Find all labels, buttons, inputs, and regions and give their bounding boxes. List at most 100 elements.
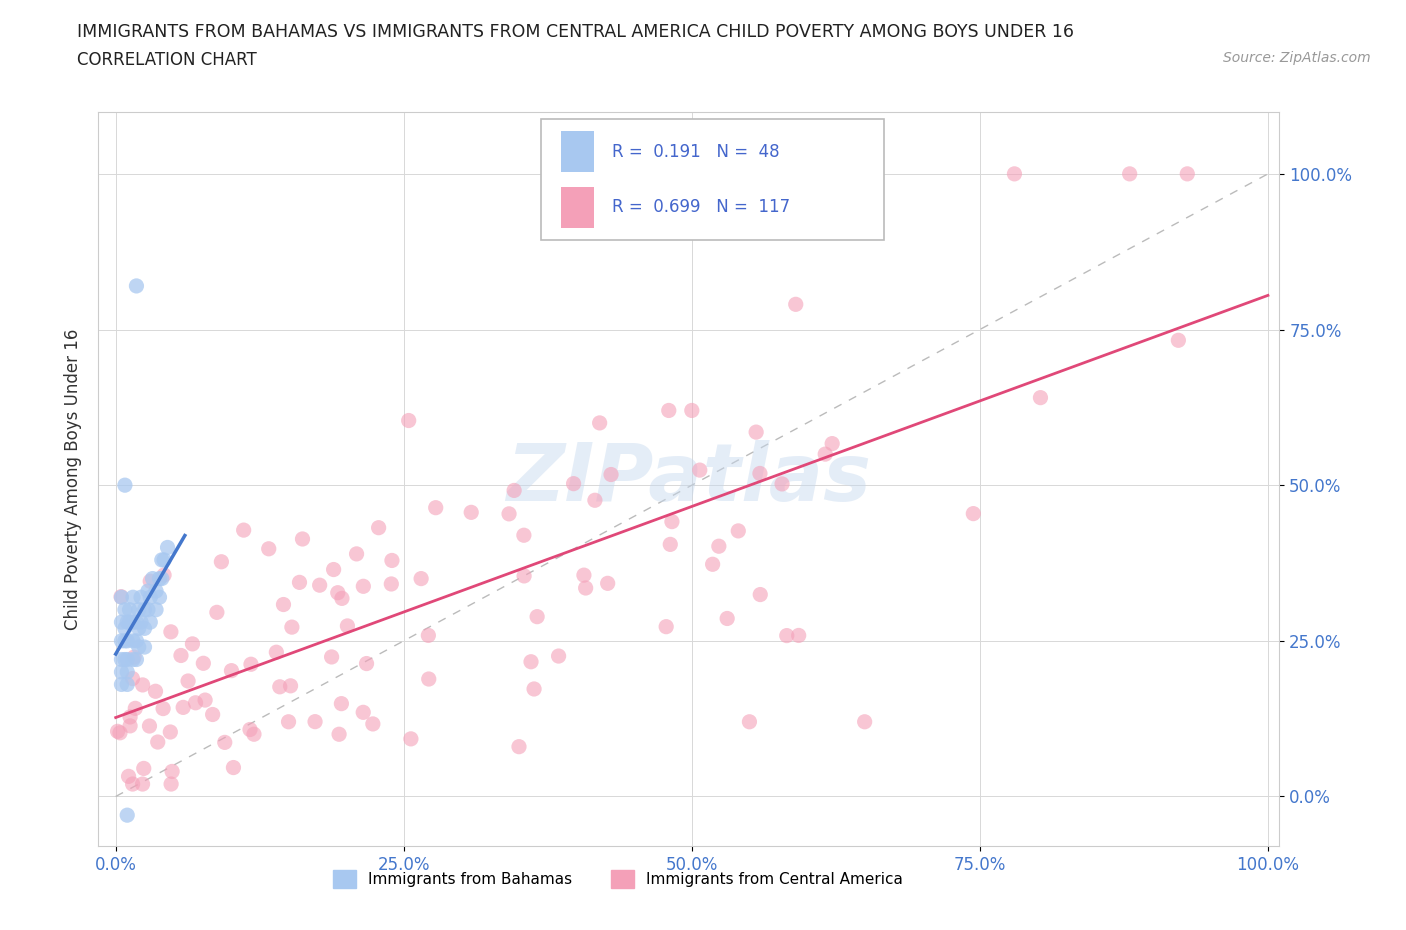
Point xyxy=(148,590,170,604)
Point xyxy=(266,644,288,659)
Text: R =  0.191   N =  48: R = 0.191 N = 48 xyxy=(612,142,780,161)
Point xyxy=(136,584,159,599)
Point xyxy=(770,476,793,491)
Point xyxy=(853,714,876,729)
Point xyxy=(661,514,683,529)
Point xyxy=(131,777,153,791)
Point xyxy=(172,700,194,715)
Point xyxy=(145,584,167,599)
Point xyxy=(425,500,447,515)
Point xyxy=(232,523,254,538)
Point xyxy=(418,628,440,643)
Y-axis label: Child Poverty Among Boys Under 16: Child Poverty Among Boys Under 16 xyxy=(63,328,82,630)
Point xyxy=(122,650,145,665)
Point xyxy=(132,761,155,776)
Text: ZIPatlas: ZIPatlas xyxy=(506,440,872,518)
Point xyxy=(330,591,353,605)
Point xyxy=(145,603,167,618)
Point xyxy=(367,520,389,535)
Point xyxy=(380,577,402,591)
Point xyxy=(214,735,236,750)
Point xyxy=(1118,166,1140,181)
Point xyxy=(152,701,174,716)
Point xyxy=(150,552,173,567)
Point xyxy=(122,590,145,604)
Point xyxy=(523,682,546,697)
Point xyxy=(110,615,132,630)
Point xyxy=(115,808,138,823)
Point xyxy=(596,576,619,591)
Point xyxy=(269,679,291,694)
Point xyxy=(352,705,374,720)
Point xyxy=(129,615,152,630)
Point xyxy=(291,532,314,547)
Point xyxy=(221,663,243,678)
Point xyxy=(503,483,526,498)
Point xyxy=(134,621,156,636)
Point xyxy=(115,677,138,692)
Point xyxy=(118,615,141,630)
Point xyxy=(821,436,844,451)
Point xyxy=(115,665,138,680)
Point xyxy=(346,547,368,562)
Point xyxy=(304,714,326,729)
Point xyxy=(139,590,162,604)
Point xyxy=(129,590,152,604)
Point xyxy=(146,735,169,750)
Point xyxy=(121,671,143,686)
Point xyxy=(148,571,170,586)
Point xyxy=(184,696,207,711)
Point xyxy=(122,652,145,667)
Point xyxy=(153,552,176,567)
Point xyxy=(308,578,330,592)
Point xyxy=(749,587,772,602)
Point xyxy=(128,640,150,655)
Point xyxy=(131,677,153,692)
Point xyxy=(160,777,183,791)
Point xyxy=(328,727,350,742)
Text: CORRELATION CHART: CORRELATION CHART xyxy=(77,51,257,69)
Point xyxy=(118,603,141,618)
Point xyxy=(177,673,200,688)
Point xyxy=(170,648,193,663)
Point xyxy=(399,731,422,746)
Point xyxy=(125,615,148,630)
Point xyxy=(288,575,311,590)
Point xyxy=(707,538,730,553)
Point xyxy=(160,764,183,779)
Point xyxy=(139,574,162,589)
Point xyxy=(222,760,245,775)
Point xyxy=(115,615,138,630)
Bar xyxy=(561,131,595,172)
Point xyxy=(114,633,136,648)
Point xyxy=(281,619,304,634)
Point xyxy=(411,571,433,586)
Point xyxy=(239,722,262,737)
Point xyxy=(513,528,536,543)
Point xyxy=(114,478,136,493)
Point xyxy=(159,724,181,739)
Point xyxy=(277,714,299,729)
Point xyxy=(128,621,150,636)
Point xyxy=(240,657,263,671)
Point xyxy=(117,769,139,784)
Point xyxy=(588,416,610,431)
Point xyxy=(205,604,228,619)
FancyBboxPatch shape xyxy=(541,119,884,240)
Point xyxy=(460,505,482,520)
Text: Source: ZipAtlas.com: Source: ZipAtlas.com xyxy=(1223,51,1371,65)
Point xyxy=(114,621,136,636)
Point xyxy=(120,710,142,724)
Point xyxy=(110,677,132,692)
Point xyxy=(114,603,136,618)
Point xyxy=(136,603,159,618)
Point xyxy=(738,714,761,729)
Point xyxy=(322,562,344,577)
Point xyxy=(702,557,724,572)
Point xyxy=(655,619,678,634)
Point xyxy=(681,403,703,418)
Point xyxy=(138,719,160,734)
Point xyxy=(122,633,145,648)
Point xyxy=(508,739,530,754)
Point xyxy=(787,628,810,643)
